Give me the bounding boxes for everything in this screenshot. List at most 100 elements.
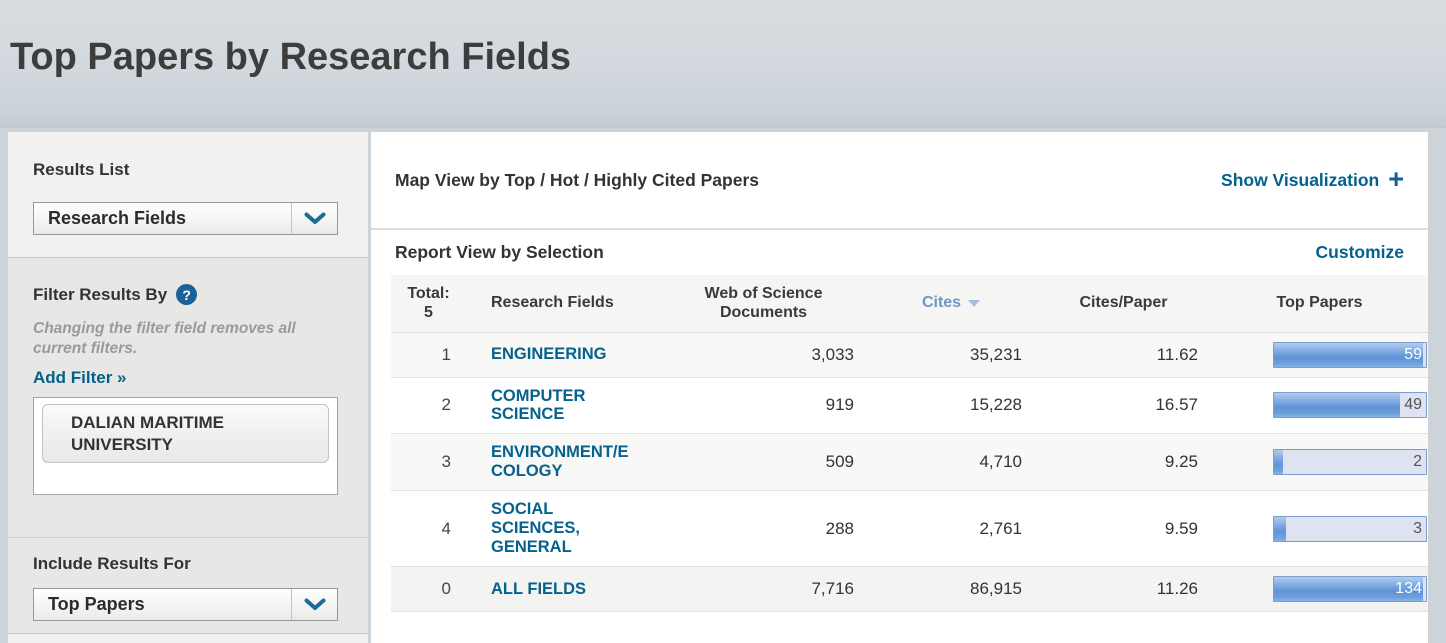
- cites-cell: 86,915: [970, 579, 1022, 599]
- page-title: Top Papers by Research Fields: [10, 36, 572, 78]
- column-header-top-papers[interactable]: Top Papers: [1211, 275, 1428, 333]
- wos-documents-cell: 7,716: [811, 579, 854, 599]
- chevron-down-icon: [291, 589, 337, 620]
- cites-cell: 15,228: [970, 395, 1022, 415]
- column-header-research-fields[interactable]: Research Fields: [466, 275, 661, 333]
- table-row: 4 SOCIAL SCIENCES, GENERAL 288 2,761 9.5…: [391, 490, 1428, 567]
- cites-cell: 2,761: [979, 518, 1022, 538]
- wos-documents-cell: 509: [825, 452, 854, 472]
- plus-icon: +: [1388, 164, 1404, 195]
- top-papers-cell: 2: [1211, 434, 1428, 491]
- sort-descending-icon: [968, 299, 981, 307]
- top-papers-bar-fill: [1274, 342, 1423, 367]
- sidebar-next-section: [8, 634, 368, 643]
- cites-cell: 4,710: [979, 452, 1022, 472]
- field-cell: COMPUTER SCIENCE: [466, 377, 661, 434]
- filter-item-selected[interactable]: DALIAN MARITIME UNIVERSITY: [42, 404, 329, 463]
- research-field-link[interactable]: COMPUTER SCIENCE: [491, 386, 586, 424]
- column-header-wos-documents[interactable]: Web of Science Documents: [661, 275, 866, 333]
- filter-listbox: DALIAN MARITIME UNIVERSITY: [33, 397, 338, 496]
- main-panel: Map View by Top / Hot / Highly Cited Pap…: [371, 132, 1428, 643]
- top-papers-bar: 3: [1273, 515, 1427, 542]
- top-papers-bar-fill: [1274, 450, 1284, 475]
- page-header: Top Papers by Research Fields: [0, 0, 1446, 128]
- filter-section: Filter Results By ? Changing the filter …: [8, 258, 368, 538]
- research-field-link[interactable]: ENGINEERING: [491, 345, 607, 363]
- table-row: 3 ENVIRONMENT/E COLOGY 509 4,710 9.25 2: [391, 433, 1428, 491]
- map-view-title: Map View by Top / Hot / Highly Cited Pap…: [395, 169, 759, 190]
- top-papers-cell: 3: [1211, 491, 1428, 567]
- results-list-section: Results List Research Fields: [8, 132, 368, 258]
- top-papers-bar: 134: [1273, 576, 1427, 603]
- column-header-cites-per-paper[interactable]: Cites/Paper: [1036, 275, 1211, 333]
- research-field-link[interactable]: ENVIRONMENT/E COLOGY: [491, 443, 629, 481]
- sidebar: Results List Research Fields Filter Resu…: [8, 132, 368, 643]
- results-list-selected-value: Research Fields: [48, 208, 187, 228]
- include-results-dropdown[interactable]: Top Papers: [33, 588, 338, 621]
- top-papers-cell: 134: [1211, 567, 1428, 612]
- include-results-selected-value: Top Papers: [48, 594, 145, 614]
- report-table-wrapper: Total: 5 Research Fields Web of Science …: [391, 275, 1428, 612]
- customize-link[interactable]: Customize: [1315, 242, 1404, 262]
- include-results-section: Include Results For Top Papers: [8, 538, 368, 634]
- field-cell: ALL FIELDS: [466, 567, 661, 612]
- cites-cell: 35,231: [970, 344, 1022, 364]
- field-cell: SOCIAL SCIENCES, GENERAL: [466, 491, 661, 567]
- top-papers-bar-value: 134: [1395, 580, 1422, 598]
- chevron-down-icon: [291, 203, 337, 234]
- add-filter-link[interactable]: Add Filter »: [33, 368, 127, 388]
- top-papers-bar: 49: [1273, 392, 1427, 419]
- wos-documents-cell: 919: [825, 395, 854, 415]
- cites-per-paper-cell: 9.25: [1164, 452, 1198, 472]
- table-row: 1 ENGINEERING 3,033 35,231 11.62 59: [391, 332, 1428, 377]
- top-papers-bar: 2: [1273, 449, 1427, 476]
- top-papers-bar-fill: [1274, 577, 1423, 602]
- field-cell: ENVIRONMENT/E COLOGY: [466, 434, 661, 491]
- results-list-heading: Results List: [33, 160, 130, 179]
- rank-cell: 1: [441, 344, 451, 364]
- rank-cell: 4: [441, 518, 451, 538]
- filter-heading: Filter Results By ?: [33, 284, 338, 305]
- report-view-title: Report View by Selection: [395, 242, 604, 262]
- top-papers-bar-value: 3: [1413, 519, 1422, 537]
- report-view-bar: Report View by Selection Customize: [371, 228, 1428, 275]
- top-papers-bar-fill: [1274, 393, 1401, 418]
- research-field-link[interactable]: ALL FIELDS: [491, 579, 587, 598]
- wos-documents-cell: 3,033: [811, 344, 854, 364]
- table-row: 2 COMPUTER SCIENCE 919 15,228 16.57 49: [391, 377, 1428, 434]
- help-icon[interactable]: ?: [176, 284, 198, 305]
- top-papers-cell: 49: [1211, 377, 1428, 434]
- map-view-bar: Map View by Top / Hot / Highly Cited Pap…: [371, 132, 1428, 228]
- table-header-row: Total: 5 Research Fields Web of Science …: [391, 275, 1428, 333]
- top-papers-bar-value: 59: [1404, 345, 1422, 363]
- filter-heading-label: Filter Results By: [33, 284, 168, 304]
- cites-per-paper-cell: 11.26: [1156, 579, 1198, 599]
- rank-cell: 3: [441, 452, 451, 472]
- total-count-header: Total: 5: [391, 275, 466, 333]
- top-papers-bar-value: 2: [1413, 453, 1422, 471]
- show-visualization-label: Show Visualization: [1221, 169, 1380, 190]
- show-visualization-link[interactable]: Show Visualization +: [1221, 164, 1404, 195]
- cites-header-label: Cites: [921, 294, 962, 312]
- top-papers-cell: 59: [1211, 332, 1428, 377]
- field-cell: ENGINEERING: [466, 332, 661, 377]
- wos-documents-cell: 288: [825, 518, 854, 538]
- research-field-link[interactable]: SOCIAL SCIENCES, GENERAL: [491, 500, 580, 557]
- report-table: Total: 5 Research Fields Web of Science …: [391, 275, 1428, 612]
- results-list-dropdown[interactable]: Research Fields: [33, 202, 338, 235]
- cites-per-paper-cell: 11.62: [1156, 344, 1198, 364]
- rank-cell: 2: [441, 395, 451, 415]
- top-papers-bar-fill: [1274, 516, 1287, 541]
- rank-cell: 0: [441, 579, 451, 599]
- table-row: 0 ALL FIELDS 7,716 86,915 11.26 134: [391, 566, 1428, 612]
- top-papers-bar-value: 49: [1404, 396, 1422, 414]
- include-results-heading: Include Results For: [33, 554, 191, 573]
- filter-note: Changing the filter field removes all cu…: [33, 320, 296, 358]
- cites-per-paper-cell: 16.57: [1155, 395, 1198, 415]
- main-filler: [371, 612, 1428, 643]
- cites-per-paper-cell: 9.59: [1164, 518, 1198, 538]
- content-area: Results List Research Fields Filter Resu…: [8, 132, 1428, 643]
- top-papers-bar: 59: [1273, 341, 1427, 368]
- column-header-cites[interactable]: Cites: [866, 275, 1036, 333]
- report-table-body: 1 ENGINEERING 3,033 35,231 11.62 59 2 CO…: [391, 332, 1428, 612]
